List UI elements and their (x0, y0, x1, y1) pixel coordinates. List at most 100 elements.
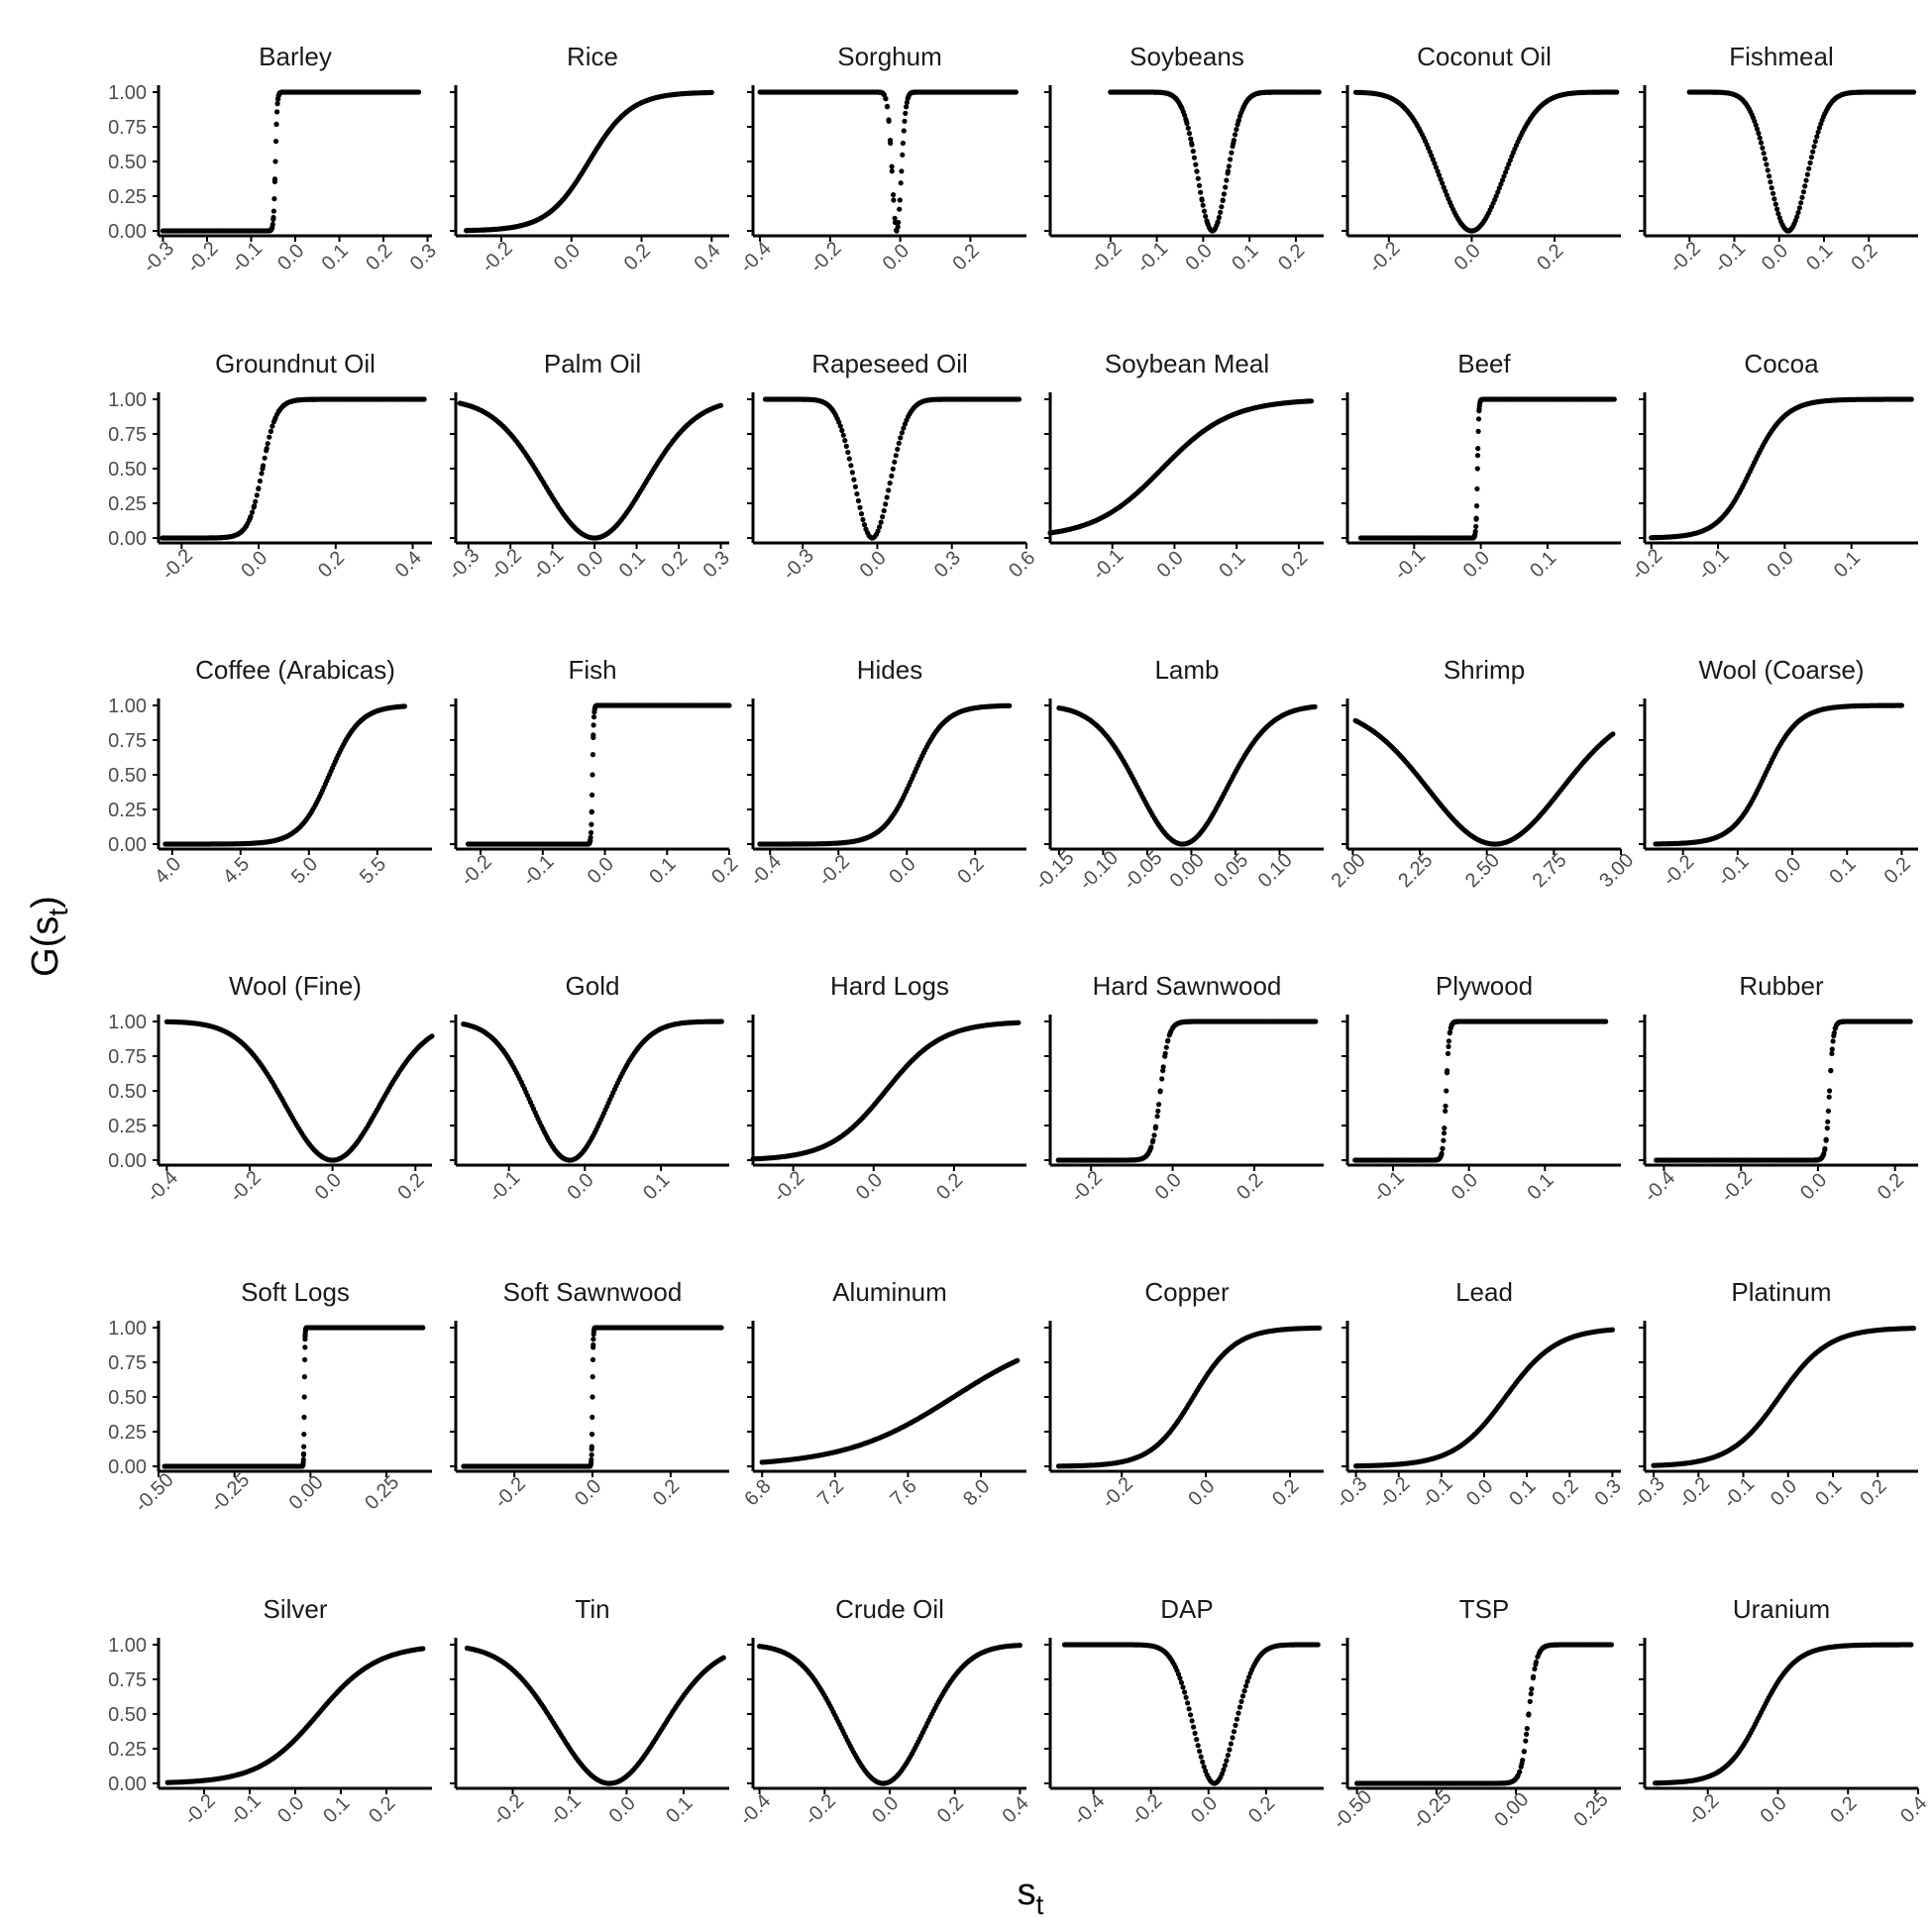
data-point (883, 95, 889, 102)
y-tick-label: 0.50 (108, 765, 147, 787)
panel-hard-sawnwood: Hard Sawnwood-0.2 0.0 0.2 (1044, 971, 1324, 1207)
y-tick-label: 1.00 (108, 696, 147, 717)
x-tick-label: -0.2 (158, 545, 197, 585)
data-point (278, 89, 284, 95)
data-point (1495, 189, 1501, 195)
panel-sorghum: Sorghum-0.4 -0.2 0.0 0.2 (736, 42, 1026, 277)
data-point (1203, 213, 1209, 219)
data-point (260, 466, 266, 472)
data-point (262, 455, 268, 461)
x-tick-label: -0.3 (779, 545, 818, 585)
x-tick-label: 0.0 (1459, 547, 1494, 582)
y-tick-label: 0.50 (108, 1387, 147, 1409)
data-point (895, 224, 901, 230)
data-point (1007, 702, 1013, 708)
panel-beef: Beef-0.1 0.0 0.1 (1342, 349, 1621, 585)
data-point (1235, 118, 1241, 124)
data-point (254, 492, 260, 498)
data-point (1430, 157, 1436, 162)
data-point (1908, 396, 1914, 402)
data-point (1313, 1019, 1319, 1024)
data-point (900, 152, 906, 158)
data-point (239, 528, 245, 535)
x-tick-label: -0.1 (1369, 1167, 1409, 1207)
y-tick-label: 0.00 (108, 528, 147, 550)
data-point (1474, 485, 1480, 491)
data-point (1193, 161, 1199, 167)
x-tick-label: 0.2 (932, 1169, 967, 1204)
y-tick-label: 0.00 (108, 221, 147, 243)
data-point (274, 109, 280, 115)
data-point (1432, 161, 1438, 166)
data-point (1240, 104, 1246, 110)
data-point (849, 470, 856, 476)
panel-title: Shrimp (1444, 655, 1525, 685)
data-point (1754, 126, 1761, 132)
data-point (854, 490, 860, 497)
data-point (1503, 169, 1509, 175)
data-point (1823, 1137, 1829, 1143)
data-point (588, 834, 593, 841)
data-point (274, 101, 280, 107)
data-point (839, 427, 845, 434)
x-tick-label: 0.25 (361, 1471, 403, 1514)
data-point (302, 1356, 308, 1362)
data-point (899, 168, 905, 174)
data-point (271, 196, 277, 202)
x-tick-label: -0.2 (814, 851, 854, 891)
data-point (1775, 211, 1781, 217)
x-tick-label: 0.1 (1825, 853, 1860, 888)
data-point (1155, 1108, 1161, 1114)
data-point (880, 514, 886, 520)
data-points (1055, 1019, 1319, 1163)
data-point (1316, 89, 1322, 95)
x-tick-label: 2.75 (1529, 849, 1571, 892)
data-point (1229, 150, 1234, 156)
data-point (1433, 164, 1439, 170)
data-point (1261, 89, 1267, 95)
data-point (301, 1394, 307, 1400)
data-point (1830, 1038, 1836, 1044)
y-tick-label: 0.50 (108, 1081, 147, 1103)
x-tick-label: 0.2 (620, 240, 655, 274)
data-point (1440, 1145, 1446, 1151)
x-tick-label: -0.1 (1694, 545, 1734, 585)
x-tick-label: 0.10 (1254, 849, 1297, 892)
data-point (1225, 168, 1232, 174)
data-point (1476, 408, 1482, 414)
panel-title: Beef (1457, 349, 1511, 378)
x-tick-label: 0.2 (362, 240, 396, 274)
data-point (1168, 92, 1174, 98)
data-point (1231, 140, 1236, 147)
data-point (1438, 176, 1444, 182)
data-point (590, 714, 597, 720)
x-tick-label: 0.0 (1796, 1169, 1831, 1204)
data-point (1496, 185, 1502, 191)
data-point (1501, 173, 1507, 179)
data-point (269, 221, 275, 227)
x-tick-label: -0.4 (736, 238, 776, 277)
data-point (875, 528, 881, 534)
data-point (1147, 89, 1153, 95)
data-point (218, 535, 224, 541)
data-point (1910, 89, 1917, 95)
data-point (1474, 466, 1480, 472)
x-tick-label: 0.0 (573, 547, 607, 582)
data-point (1210, 228, 1216, 234)
x-tick-label: -0.2 (226, 1167, 266, 1207)
data-point (231, 533, 237, 539)
x-tick-label: 0.2 (707, 853, 742, 888)
data-points (1649, 396, 1914, 541)
data-point (1473, 523, 1479, 530)
x-tick-label: 0.4 (391, 547, 426, 582)
x-tick-label: 0.4 (690, 240, 724, 274)
data-point (1445, 1068, 1450, 1074)
data-point (250, 509, 256, 515)
data-point (855, 497, 862, 504)
data-point (1196, 182, 1203, 188)
panel-title: Groundnut Oil (215, 349, 376, 378)
data-point (1812, 139, 1818, 145)
x-tick-label: 0.1 (1215, 547, 1249, 582)
data-point (894, 228, 900, 234)
